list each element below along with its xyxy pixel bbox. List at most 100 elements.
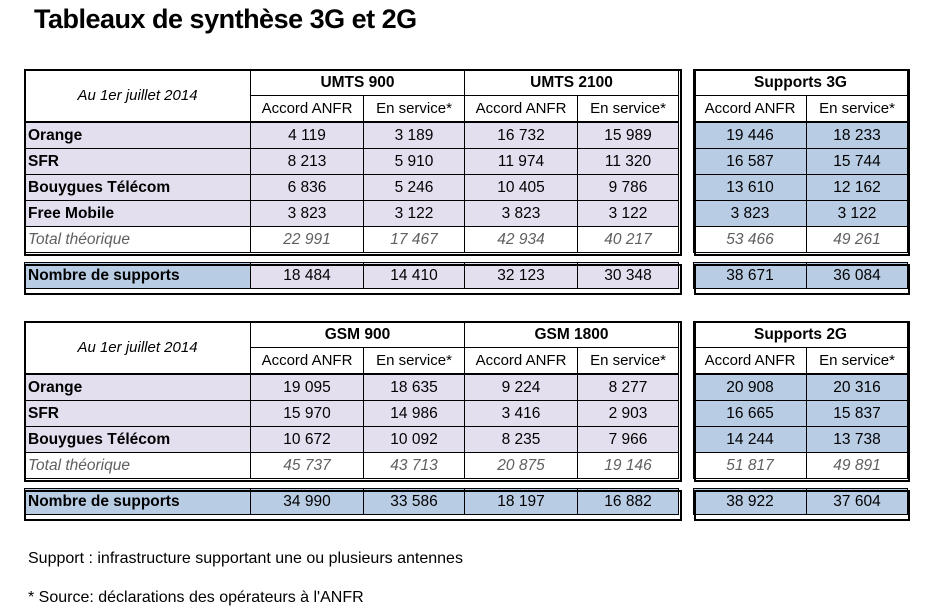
value-cell: 7 966 [577,426,679,453]
value-cell: 3 122 [577,200,679,227]
total-cell: 53 466 [693,226,807,253]
supports-label: Nombre de supports [24,262,251,289]
value-cell: 15 970 [250,400,364,427]
footnote-source: * Source: déclarations des opérateurs à … [28,589,364,606]
total-cell: 42 934 [464,226,578,253]
footnote-support-definition: Support : infrastructure supportant une … [28,550,463,567]
operator-label: Bouygues Télécom [24,426,251,453]
value-cell: 19 446 [693,121,807,149]
operator-label: Orange [24,121,251,149]
value-cell: 15 837 [806,400,908,427]
value-cell: 19 095 [250,373,364,401]
value-cell: 13 738 [806,426,908,453]
supports-cell: 16 882 [577,488,679,515]
total-cell: 51 817 [693,452,807,479]
value-cell: 4 119 [250,121,364,149]
value-cell: 5 246 [363,174,465,201]
value-cell: 6 836 [250,174,364,201]
col-header-accord: Accord ANFR [464,347,578,375]
value-cell: 10 092 [363,426,465,453]
col-header-service: En service* [363,95,465,123]
group-header-gsm1800: GSM 1800 [464,321,679,348]
value-cell: 16 665 [693,400,807,427]
total-row: Total théorique 45 737 43 713 20 875 19 … [24,452,908,479]
total-cell: 19 146 [577,452,679,479]
total-cell: 45 737 [250,452,364,479]
supports-cell: 33 586 [363,488,465,515]
operator-label: Orange [24,373,251,401]
value-cell: 10 405 [464,174,578,201]
total-row: Total théorique 22 991 17 467 42 934 40 … [24,226,908,253]
total-cell: 20 875 [464,452,578,479]
value-cell: 11 320 [577,148,679,175]
value-cell: 16 587 [693,148,807,175]
supports-cell: 14 410 [363,262,465,289]
table-row: Orange 4 119 3 189 16 732 15 989 19 446 … [24,121,908,149]
table-row: Bouygues Télécom 6 836 5 246 10 405 9 78… [24,174,908,201]
total-label: Total théorique [24,226,251,253]
value-cell: 12 162 [806,174,908,201]
value-cell: 18 233 [806,121,908,149]
supports-row: Nombre de supports 18 484 14 410 32 123 … [24,262,908,289]
value-cell: 14 244 [693,426,807,453]
value-cell: 16 732 [464,121,578,149]
total-cell: 22 991 [250,226,364,253]
group-header-umts2100: UMTS 2100 [464,69,679,96]
value-cell: 3 189 [363,121,465,149]
group-header-supports3g: Supports 3G [693,69,908,96]
table-row: Bouygues Télécom 10 672 10 092 8 235 7 9… [24,426,908,453]
total-cell: 17 467 [363,226,465,253]
operator-label: Bouygues Télécom [24,174,251,201]
col-header-accord: Accord ANFR [464,95,578,123]
supports-cell: 38 671 [693,262,807,289]
value-cell: 3 416 [464,400,578,427]
value-cell: 3 122 [363,200,465,227]
total-cell: 49 261 [806,226,908,253]
total-cell: 49 891 [806,452,908,479]
supports-row: Nombre de supports 34 990 33 586 18 197 … [24,488,908,515]
total-label: Total théorique [24,452,251,479]
col-header-service: En service* [363,347,465,375]
total-cell: 43 713 [363,452,465,479]
col-header-accord: Accord ANFR [693,347,807,375]
value-cell: 20 908 [693,373,807,401]
col-header-service: En service* [577,95,679,123]
operator-label: SFR [24,400,251,427]
value-cell: 9 786 [577,174,679,201]
col-header-service: En service* [806,347,908,375]
col-header-accord: Accord ANFR [693,95,807,123]
value-cell: 20 316 [806,373,908,401]
value-cell: 14 986 [363,400,465,427]
col-header-service: En service* [806,95,908,123]
operator-label: Free Mobile [24,200,251,227]
supports-cell: 36 084 [806,262,908,289]
table-3g: Au 1er juillet 2014 UMTS 900 UMTS 2100 S… [24,69,908,289]
page-title: Tableaux de synthèse 3G et 2G [34,4,417,34]
value-cell: 2 903 [577,400,679,427]
table-row: SFR 8 213 5 910 11 974 11 320 16 587 15 … [24,148,908,175]
value-cell: 3 122 [806,200,908,227]
supports-cell: 32 123 [464,262,578,289]
date-label: Au 1er juillet 2014 [24,321,251,375]
supports-label: Nombre de supports [24,488,251,515]
date-label: Au 1er juillet 2014 [24,69,251,123]
supports-cell: 18 484 [250,262,364,289]
value-cell: 3 823 [464,200,578,227]
value-cell: 8 235 [464,426,578,453]
value-cell: 3 823 [693,200,807,227]
value-cell: 18 635 [363,373,465,401]
table-2g: Au 1er juillet 2014 GSM 900 GSM 1800 Sup… [24,321,908,515]
value-cell: 8 277 [577,373,679,401]
supports-cell: 38 922 [693,488,807,515]
supports-cell: 34 990 [250,488,364,515]
col-header-accord: Accord ANFR [250,347,364,375]
value-cell: 15 989 [577,121,679,149]
group-header-supports2g: Supports 2G [693,321,908,348]
table-row: SFR 15 970 14 986 3 416 2 903 16 665 15 … [24,400,908,427]
value-cell: 3 823 [250,200,364,227]
group-header-gsm900: GSM 900 [250,321,465,348]
value-cell: 13 610 [693,174,807,201]
value-cell: 5 910 [363,148,465,175]
col-header-service: En service* [577,347,679,375]
table-row: Orange 19 095 18 635 9 224 8 277 20 908 … [24,373,908,401]
